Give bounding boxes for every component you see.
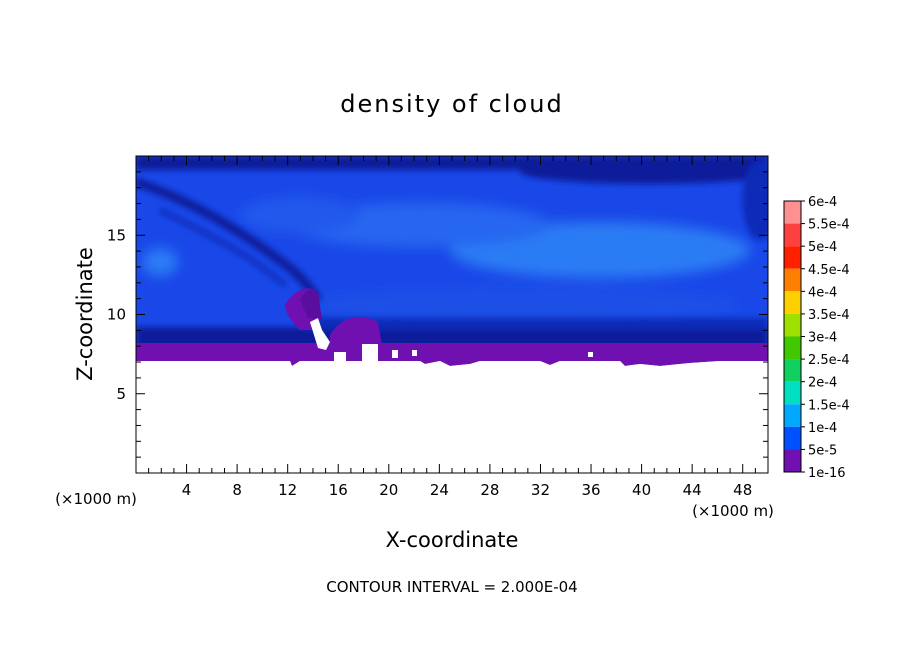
colorbar-label: 6e-4: [808, 195, 837, 210]
colorbar-swatch: [784, 426, 801, 450]
colorbar-swatch: [784, 404, 801, 427]
field-patch-light: [300, 287, 740, 323]
colorbar-label: 3.5e-4: [808, 308, 850, 323]
contour-interval-note: CONTOUR INTERVAL = 2.000E-04: [326, 578, 577, 596]
x-axis: 4 8 12 16 20 24 28 32 36 40 44 48: [135, 156, 769, 499]
x-tick-label: 20: [379, 481, 398, 499]
x-tick-label: 28: [480, 481, 499, 499]
x-axis-label: X-coordinate: [386, 528, 519, 552]
colorbar-swatch: [784, 449, 801, 472]
x-tick-label: 36: [581, 481, 600, 499]
colorbar-label: 3e-4: [808, 331, 837, 346]
y-tick-label: 10: [107, 306, 126, 324]
colorbar-label: 2.5e-4: [808, 353, 850, 368]
field-top-dark-band: [742, 160, 768, 240]
colorbar-swatch: [784, 246, 801, 269]
colorbar-label: 2e-4: [808, 376, 837, 391]
x-tick-label: 44: [683, 481, 702, 499]
colorbar-swatch: [784, 268, 801, 292]
colorbar-label: 1e-4: [808, 421, 837, 436]
y-axis-label: Z-coordinate: [73, 247, 97, 381]
heatmap-field: [136, 156, 768, 473]
field-clear-gap: [334, 352, 346, 361]
field-lower-dark-band: [300, 318, 768, 330]
x-tick-label: 8: [232, 481, 242, 499]
field-clear-gap: [392, 350, 398, 358]
x-tick-label: 16: [329, 481, 348, 499]
field-purple-bottom-layer: [300, 289, 322, 320]
colorbar-label: 1e-16: [808, 466, 846, 481]
field-purple-bottom-layer: [330, 317, 382, 350]
field-top-dark-band: [520, 160, 768, 184]
field-diagonal-dark-streak: [136, 177, 322, 303]
x-tick-label: 24: [430, 481, 449, 499]
colorbar-swatch: [784, 201, 801, 224]
colorbar-swatch: [784, 291, 801, 314]
colorbar-label: 1.5e-4: [808, 398, 850, 413]
colorbar-label: 4.5e-4: [808, 263, 850, 278]
x-tick-label: 12: [278, 481, 297, 499]
field-patch-light: [142, 248, 178, 276]
colorbar-label: 5.5e-4: [808, 218, 850, 233]
colorbar-swatch: [784, 336, 801, 360]
field-clear-gap: [362, 344, 378, 361]
colorbar-swatch: [784, 313, 801, 337]
y-tick-label: 15: [107, 226, 126, 244]
x-tick-label: 48: [733, 481, 752, 499]
chart-title: density of cloud: [340, 90, 563, 118]
x-tick-label: 4: [182, 481, 192, 499]
colorbar-label: 5e-4: [808, 240, 837, 255]
field-diagonal-dark-streak: [158, 207, 287, 287]
colorbar-swatch: [784, 359, 801, 382]
y-tick-label: 5: [116, 385, 126, 403]
y-axis: 5 10 15: [107, 155, 768, 474]
x-tick-label: 32: [531, 481, 550, 499]
colorbar: 6e-4 5.5e-4 5e-4 4.5e-4 4e-4 3.5e-4 3e-4 2.5e-4…: [783, 195, 850, 481]
y-axis-unit: (×1000 m): [55, 490, 137, 508]
x-axis-unit: (×1000 m): [692, 502, 774, 520]
field-clear-gap: [588, 352, 593, 357]
x-tick-label: 40: [632, 481, 651, 499]
field-patch-light: [240, 197, 360, 233]
colorbar-swatch: [784, 223, 801, 247]
colorbar-label: 4e-4: [808, 285, 837, 300]
colorbar-swatch: [784, 381, 801, 405]
colorbar-label: 5e-5: [808, 443, 837, 458]
field-clear-gap: [310, 318, 330, 350]
field-clear-gap: [412, 350, 417, 356]
field-cloud-base-edge: [136, 356, 768, 366]
field-clear-air: [136, 361, 768, 473]
